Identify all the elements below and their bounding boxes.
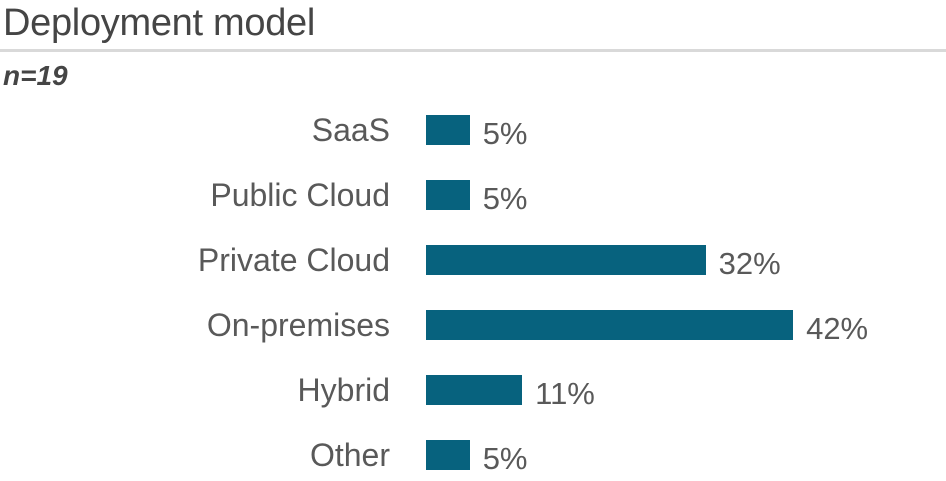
- chart-row: Private Cloud 32%: [0, 242, 946, 281]
- value-label: 42%: [806, 311, 869, 346]
- value-label: 5%: [482, 441, 528, 476]
- value-label: 5%: [482, 181, 528, 216]
- deployment-model-bar-chart: SaaS 5% Public Cloud 5% Private Cloud 32…: [0, 112, 946, 481]
- category-label: Hybrid: [297, 372, 390, 408]
- category-label: On-premises: [206, 307, 390, 343]
- bar: [426, 245, 706, 275]
- chart-row: Other 5%: [0, 437, 946, 476]
- page-title: Deployment model: [3, 2, 316, 44]
- chart-row: Public Cloud 5%: [0, 177, 946, 216]
- chart-row: SaaS 5%: [0, 112, 946, 151]
- chart-row: Hybrid 11%: [0, 372, 946, 411]
- chart-row: On-premises 42%: [0, 307, 946, 346]
- category-label: Private Cloud: [197, 242, 390, 278]
- category-label: Other: [309, 437, 390, 473]
- value-label: 11%: [535, 376, 595, 411]
- bar: [426, 115, 470, 145]
- bar: [426, 440, 470, 470]
- value-label: 32%: [718, 246, 781, 281]
- value-label: 5%: [482, 116, 528, 151]
- bar: [426, 375, 523, 405]
- sample-size-note: n=19: [3, 60, 68, 91]
- bar: [426, 310, 794, 340]
- bar: [426, 180, 470, 210]
- category-label: SaaS: [311, 112, 390, 148]
- title-divider: [0, 49, 946, 52]
- category-label: Public Cloud: [210, 177, 390, 213]
